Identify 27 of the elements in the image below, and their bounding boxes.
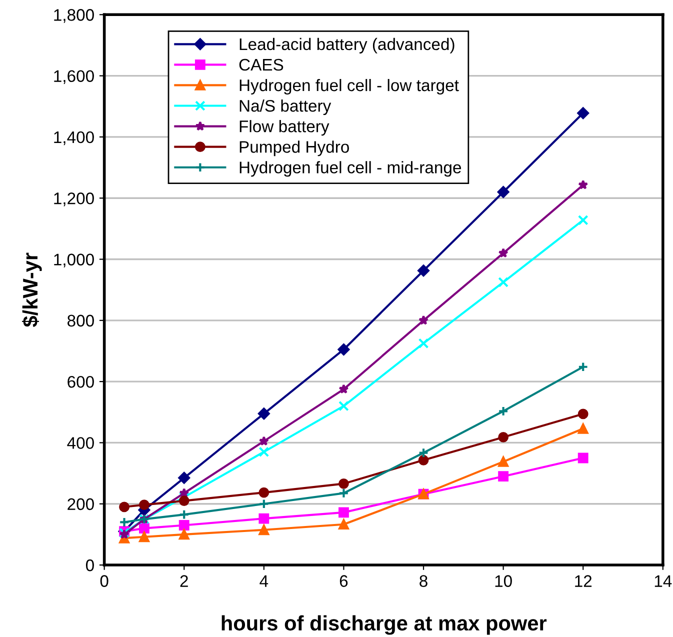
y-tick-label: 1,000	[54, 254, 94, 268]
y-axis-title: $/kW-yr	[22, 252, 42, 327]
x-axis-title: hours of discharge at max power	[222, 615, 547, 635]
x-tick-label: 10	[495, 575, 512, 587]
legend-label: Hydrogen fuel cell - low target	[240, 78, 459, 95]
y-tick-label: 1,800	[54, 9, 94, 23]
y-tick-label: 0	[86, 559, 94, 572]
legend-label: Flow battery	[240, 120, 330, 136]
x-tick-label: 6	[340, 575, 348, 587]
x-tick-label: 4	[260, 575, 268, 587]
legend-label: Hydrogen fuel cell - mid-range	[240, 161, 462, 177]
y-tick-label: 600	[68, 376, 94, 388]
legend-label: Lead-acid battery (advanced)	[240, 38, 454, 54]
x-tick-label: 2	[180, 575, 188, 587]
x-tick-label: 8	[420, 575, 428, 587]
y-tick-label: 1,200	[54, 192, 94, 206]
y-tick-label: 200	[68, 498, 94, 510]
y-tick-label: 800	[68, 314, 94, 327]
legend-label: CAES	[239, 58, 284, 71]
legend-label: Pumped Hydro	[240, 140, 349, 156]
y-tick-label: 1,600	[54, 70, 94, 84]
y-tick-label: 400	[67, 437, 94, 449]
legend-label: Na/S battery	[240, 100, 332, 116]
x-tick-label: 14	[654, 575, 672, 587]
x-tick-label: 0	[100, 575, 108, 587]
x-tick-label: 12	[575, 575, 592, 587]
y-tick-label: 1,400	[54, 131, 94, 146]
